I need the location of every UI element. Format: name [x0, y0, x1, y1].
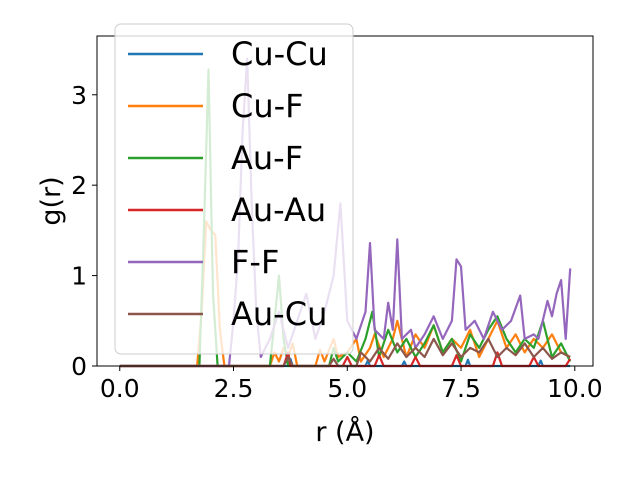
- legend-label-f-f: F-F: [231, 243, 279, 281]
- y-axis-label: g(r): [36, 176, 67, 225]
- legend-label-cu-f: Cu-F: [231, 87, 304, 125]
- legend: Cu-Cu Cu-F Au-F Au-Au F-F Au-Cu: [114, 23, 354, 355]
- y-tick-label: 1: [71, 262, 87, 291]
- x-tick-label: 7.5: [441, 374, 481, 403]
- x-tick-label: 0.0: [100, 374, 140, 403]
- y-tick-label: 2: [71, 171, 87, 200]
- x-tick-label: 5.0: [327, 374, 367, 403]
- legend-label-cu-cu: Cu-Cu: [231, 35, 328, 73]
- x-tick-label: 2.5: [214, 374, 254, 403]
- x-axis-label: r (Å): [315, 416, 374, 448]
- x-ticks: 0.0 2.5 5.0 7.5 10.0: [100, 366, 603, 403]
- series-line-au-cu: [119, 337, 571, 368]
- x-tick-label: 10.0: [547, 374, 603, 403]
- y-tick-label: 3: [71, 81, 87, 110]
- legend-label-au-f: Au-F: [231, 139, 303, 177]
- y-tick-label: 0: [71, 352, 87, 381]
- legend-label-au-au: Au-Au: [231, 191, 326, 229]
- y-ticks: 0 1 2 3: [71, 81, 97, 381]
- legend-label-au-cu: Au-Cu: [231, 295, 327, 333]
